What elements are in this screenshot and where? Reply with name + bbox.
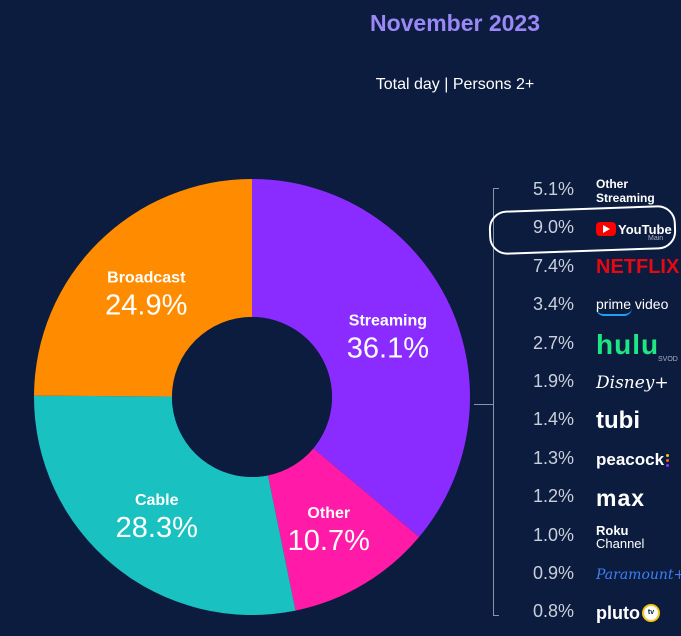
slice-name: Other (307, 505, 350, 522)
other-streaming-label: Other Streaming (596, 175, 678, 207)
slice-streaming (252, 179, 471, 538)
slice-value: 28.3% (116, 512, 198, 544)
slice-other (267, 448, 420, 611)
slice-name: Streaming (349, 313, 427, 330)
chart-subtitle: Total day | Persons 2+ (375, 76, 535, 93)
slice-label-cable: Cable 28.3% (116, 492, 198, 544)
slice-label-other: Other 10.7% (288, 505, 370, 557)
slice-broadcast (34, 179, 252, 397)
slice-name: Broadcast (107, 270, 186, 287)
pluto-text: pluto (596, 602, 640, 623)
slice-value: 24.9% (105, 290, 187, 322)
list-item-disney-plus: 1.9% Disney+ (500, 364, 681, 402)
other-streaming-line1: Other (596, 177, 629, 191)
netflix-logo: NETFLIX (596, 252, 680, 284)
percent-label: 5.1% (532, 179, 574, 199)
roku-channel-logo: Roku Channel (596, 521, 678, 553)
youtube-highlight-ring (488, 204, 677, 256)
prime-video-logo: prime video (596, 290, 678, 322)
paramount-plus-text: Paramount+ (596, 566, 681, 583)
streaming-breakdown-list: 5.1% Other Streaming 9.0% YouTube Main 7… (500, 172, 681, 633)
youtube-text: YouTube (618, 221, 672, 237)
list-item-prime-video: 3.4% prime video (500, 287, 681, 325)
donut-chart: Streaming 36.1% Other 10.7% Cable 28.3% Broadc… (33, 179, 471, 615)
slice-label-streaming: Streaming 36.1% (347, 313, 429, 365)
slice-cable (33, 395, 296, 615)
tubi-text: tubi (596, 407, 640, 435)
list-item-netflix: 7.4% NETFLIX (500, 249, 681, 287)
list-item-max: 1.2% max (500, 479, 681, 517)
percent-label: 3.4% (532, 294, 574, 315)
list-item-pluto-tv: 0.8% pluto tv (500, 594, 681, 632)
slice-value: 10.7% (288, 525, 370, 557)
list-item-peacock: 1.3% peacock (500, 441, 681, 479)
percent-label: 2.7% (532, 332, 574, 353)
slice-name: Cable (135, 492, 179, 509)
percent-label: 1.0% (532, 524, 574, 545)
prime-video-text: prime video (596, 296, 669, 313)
list-item-youtube: 9.0% YouTube Main (500, 210, 681, 248)
percent-label: 1.4% (532, 409, 574, 430)
max-logo: max (596, 482, 678, 514)
percent-label: 1.3% (532, 447, 574, 468)
list-item-tubi: 1.4% tubi (500, 402, 681, 440)
hulu-logo: hulu SVOD (596, 328, 678, 363)
youtube-sub: Main (648, 235, 664, 243)
bracket-bottom (493, 615, 499, 616)
peacock-dots-icon (666, 453, 670, 468)
streaming-bracket (493, 188, 500, 616)
percent-label: 0.8% (532, 601, 574, 622)
other-streaming-line2: Streaming (596, 191, 655, 205)
slice-label-broadcast: Broadcast 24.9% (105, 270, 187, 322)
netflix-text: NETFLIX (596, 256, 680, 279)
peacock-text: peacock (596, 449, 665, 469)
tubi-logo: tubi (596, 405, 678, 437)
youtube-play-icon (596, 222, 616, 237)
disney-plus-text: Disney+ (596, 372, 669, 393)
prime-smile-icon (596, 308, 632, 317)
list-item-other-streaming: 5.1% Other Streaming (500, 172, 681, 210)
hulu-text: hulu (596, 328, 660, 360)
list-item-paramount-plus: 0.9% Paramount+ (500, 556, 681, 594)
peacock-logo: peacock (596, 444, 678, 476)
roku-text: Roku (596, 522, 629, 538)
slice-value: 36.1% (347, 333, 429, 365)
percent-label: 7.4% (532, 255, 574, 276)
max-text: max (596, 484, 646, 511)
bracket-connector (474, 404, 494, 405)
percent-label: 9.0% (532, 217, 574, 238)
bracket-top (493, 188, 499, 189)
chart-title: November 2023 (369, 10, 541, 36)
percent-label: 1.9% (532, 370, 574, 391)
percent-label: 0.9% (532, 562, 574, 583)
roku-channel-text: Channel (596, 535, 645, 551)
paramount-plus-logo: Paramount+ (596, 559, 681, 591)
pluto-tv-logo: pluto tv (596, 597, 678, 629)
disney-plus-logo: Disney+ (596, 367, 678, 399)
donut-hole (172, 317, 332, 477)
youtube-logo: YouTube Main (596, 213, 678, 245)
pluto-tv-badge: tv (641, 604, 660, 623)
list-item-hulu: 2.7% hulu SVOD (500, 326, 681, 364)
percent-label: 1.2% (532, 486, 574, 507)
list-item-roku-channel: 1.0% Roku Channel (500, 518, 681, 556)
hulu-sub: SVOD (658, 355, 678, 363)
